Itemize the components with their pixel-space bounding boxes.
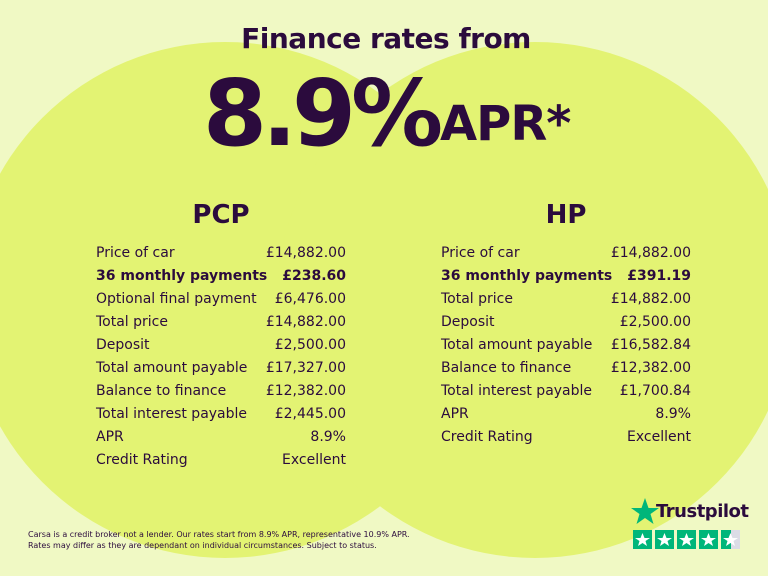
table-row: Balance to finance £12,382.00 [441, 357, 691, 380]
row-value: £14,882.00 [265, 314, 346, 330]
rate: 8.9% [203, 60, 443, 167]
table-row: Total interest payable £2,445.00 [96, 403, 346, 426]
table-row: Total amount payable £17,327.00 [96, 357, 346, 380]
trustpilot-label: Trustpilot [656, 501, 749, 522]
row-value: £2,445.00 [274, 406, 346, 422]
row-label: Price of car [96, 245, 175, 261]
table-row: Balance to finance £12,382.00 [96, 380, 346, 403]
row-label: Balance to finance [96, 383, 227, 399]
row-label: Balance to finance [441, 360, 572, 376]
row-value: £238.60 [282, 268, 346, 284]
table-title: PCP [192, 200, 250, 230]
row-value: £1,700.84 [619, 383, 691, 399]
table-row: Price of car £14,882.00 [441, 242, 691, 265]
row-label: Credit Rating [96, 452, 188, 468]
row-value: £14,882.00 [610, 245, 691, 261]
row-value: £6,476.00 [274, 291, 346, 307]
row-label: Total amount payable [96, 360, 248, 376]
table-row: Deposit £2,500.00 [96, 334, 346, 357]
row-label: Total price [96, 314, 168, 330]
table-row: Deposit £2,500.00 [441, 311, 691, 334]
row-value: 8.9% [655, 406, 691, 422]
row-value: £2,500.00 [274, 337, 346, 353]
table-row: Optional final payment £6,476.00 [96, 288, 346, 311]
table-row: APR 8.9% [96, 426, 346, 449]
row-label: APR [441, 406, 469, 422]
row-label: Optional final payment [96, 291, 257, 307]
disclaimer-line: Carsa is a credit broker not a lender. O… [28, 530, 410, 539]
table-row: Total interest payable £1,700.84 [441, 380, 691, 403]
table-row: Total price £14,882.00 [441, 288, 691, 311]
row-value: £12,382.00 [610, 360, 691, 376]
row-label: Price of car [441, 245, 520, 261]
row-label: Deposit [441, 314, 495, 330]
row-value: £14,882.00 [265, 245, 346, 261]
row-value: £391.19 [627, 268, 691, 284]
row-label: 36 monthly payments [96, 268, 268, 284]
row-value: 8.9% [310, 429, 346, 445]
row-value: £12,382.00 [265, 383, 346, 399]
row-value: £2,500.00 [619, 314, 691, 330]
row-value: £17,327.00 [265, 360, 346, 376]
row-label: APR [96, 429, 124, 445]
title: Finance rates from [241, 22, 531, 55]
row-label: Total interest payable [441, 383, 593, 399]
row-label: Total interest payable [96, 406, 248, 422]
row-value: £14,882.00 [610, 291, 691, 307]
row-label: Total amount payable [441, 337, 593, 353]
row-label: Deposit [96, 337, 150, 353]
row-value: £16,582.84 [610, 337, 691, 353]
row-value: Excellent [627, 429, 691, 445]
rate-suffix: APR* [440, 96, 571, 152]
table-row: APR 8.9% [441, 403, 691, 426]
row-label: Total price [441, 291, 513, 307]
table-row: Total price £14,882.00 [96, 311, 346, 334]
finance-table: PCP Price of car £14,882.00 36 monthly paym… [96, 200, 346, 472]
table-row: 36 monthly payments £238.60 [96, 265, 346, 288]
table-row: 36 monthly payments £391.19 [441, 265, 691, 288]
disclaimer-line: Rates may differ as they are dependant o… [28, 541, 377, 550]
trustpilot-rating [633, 530, 740, 549]
row-label: Credit Rating [441, 429, 533, 445]
trustpilot-star [631, 498, 659, 524]
table-row: Credit Rating Excellent [441, 426, 691, 449]
row-label: 36 monthly payments [441, 268, 613, 284]
row-value: Excellent [282, 452, 346, 468]
table-row: Credit Rating Excellent [96, 449, 346, 472]
disclaimer: Carsa is a credit broker not a lender. O… [28, 529, 410, 551]
finance-table: HP Price of car £14,882.00 36 monthly payme… [441, 200, 691, 449]
right-circle [277, 42, 768, 558]
table-title: HP [545, 200, 587, 230]
table-row: Price of car £14,882.00 [96, 242, 346, 265]
table-row: Total amount payable £16,582.84 [441, 334, 691, 357]
